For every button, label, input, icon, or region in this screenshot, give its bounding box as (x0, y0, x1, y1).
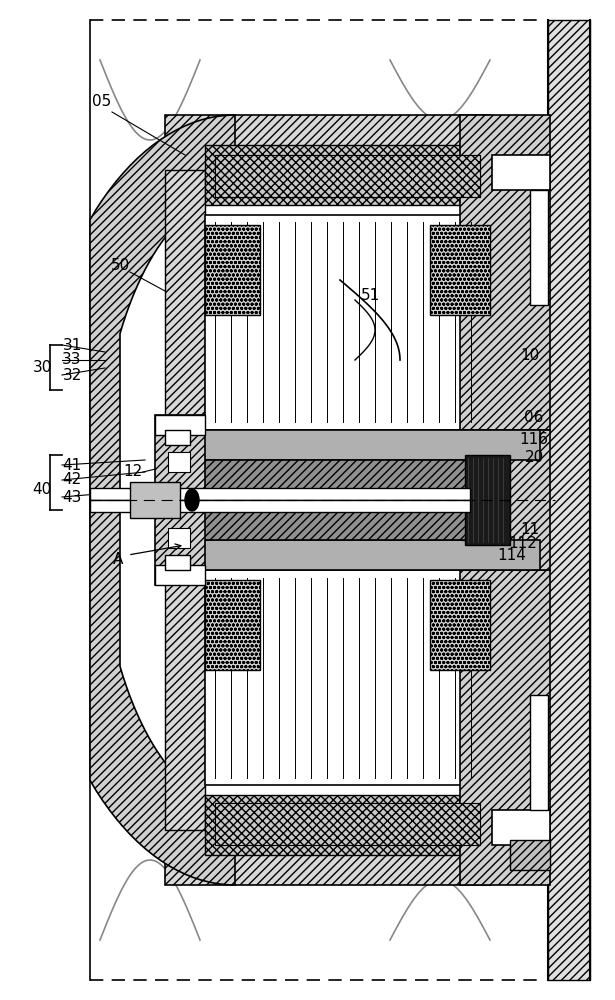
Bar (460, 430, 550, 570)
Bar (510, 840, 550, 870)
Bar (168, 528, 190, 548)
Bar (90, 500, 470, 512)
Text: 43: 43 (62, 489, 82, 504)
Bar (165, 430, 540, 460)
Text: 10: 10 (520, 348, 539, 362)
Bar (460, 115, 550, 430)
Bar (460, 570, 550, 885)
Ellipse shape (185, 489, 199, 511)
Bar (492, 155, 550, 190)
Bar (165, 490, 490, 510)
Bar (205, 215, 490, 430)
Bar (530, 155, 548, 305)
Text: 40: 40 (33, 483, 52, 497)
Text: 51: 51 (360, 288, 379, 302)
Text: 05: 05 (92, 95, 112, 109)
Bar (165, 555, 190, 570)
Polygon shape (90, 115, 235, 885)
Bar (165, 510, 490, 540)
Text: 31: 31 (62, 338, 82, 353)
Bar (155, 415, 205, 435)
Bar (165, 430, 190, 445)
Text: 41: 41 (62, 458, 82, 473)
Bar (165, 115, 490, 170)
Bar (530, 190, 548, 305)
Bar (215, 155, 480, 197)
Bar (530, 695, 548, 845)
Bar (205, 570, 490, 785)
Bar (155, 415, 205, 585)
Bar (465, 455, 510, 545)
Text: 11: 11 (520, 522, 539, 538)
Bar (462, 460, 502, 540)
Bar (168, 452, 190, 472)
Text: 12: 12 (124, 464, 143, 480)
Bar (215, 803, 480, 845)
Text: 32: 32 (62, 367, 82, 382)
Bar (165, 830, 490, 885)
Text: 33: 33 (62, 353, 82, 367)
Bar (155, 565, 205, 585)
Bar (430, 225, 490, 315)
Bar (492, 810, 550, 845)
Text: 42: 42 (62, 473, 82, 488)
Bar (165, 460, 490, 490)
Bar (130, 482, 180, 518)
Bar (215, 155, 480, 197)
Bar (548, 20, 590, 980)
Bar (205, 795, 490, 855)
Text: 20: 20 (525, 450, 544, 466)
Bar (90, 488, 470, 500)
Bar (165, 170, 205, 525)
Text: 112: 112 (509, 536, 538, 550)
Bar (205, 145, 490, 205)
Text: 30: 30 (33, 360, 52, 375)
Text: A: A (113, 552, 123, 568)
Text: 50: 50 (110, 257, 130, 272)
Bar (205, 580, 260, 670)
Text: 114: 114 (498, 548, 526, 564)
Bar (165, 540, 540, 570)
Bar (205, 225, 260, 315)
Bar (165, 475, 205, 830)
Text: 116: 116 (520, 432, 549, 448)
Bar (530, 695, 548, 810)
Text: 06: 06 (525, 410, 544, 426)
Bar (430, 580, 490, 670)
